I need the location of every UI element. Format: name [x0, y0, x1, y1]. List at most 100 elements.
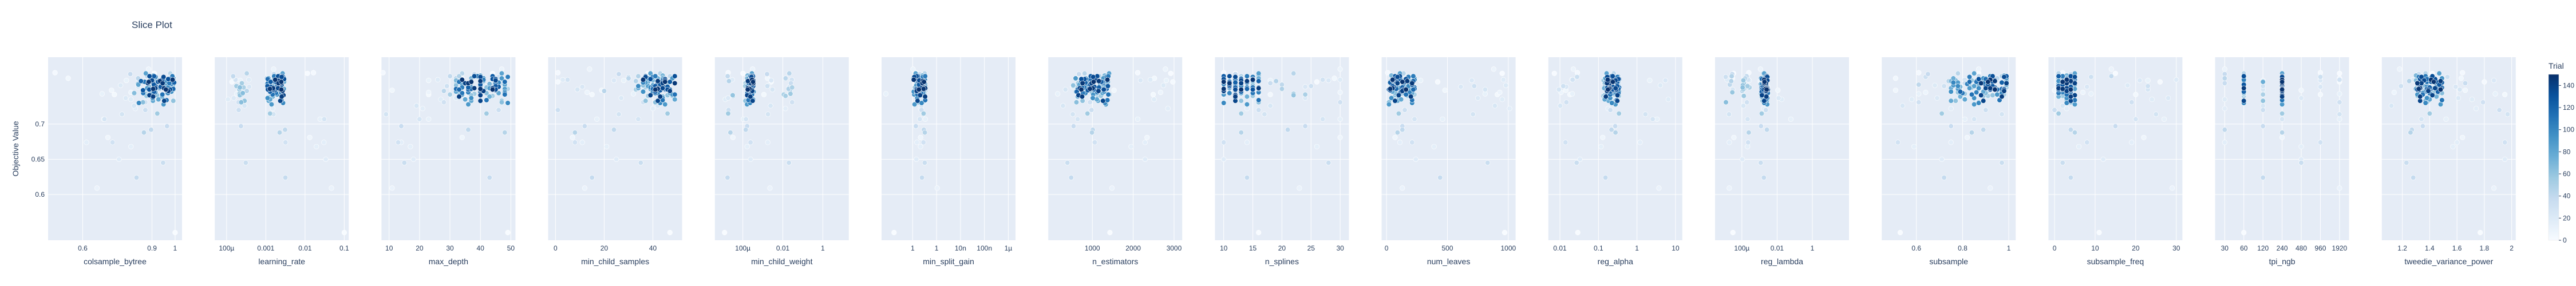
- data-point[interactable]: [1662, 78, 1668, 84]
- data-point[interactable]: [626, 76, 631, 81]
- data-point[interactable]: [1390, 77, 1396, 82]
- data-point[interactable]: [2112, 70, 2118, 76]
- data-point[interactable]: [1934, 95, 1940, 101]
- data-point[interactable]: [769, 87, 775, 93]
- data-point[interactable]: [231, 95, 236, 101]
- data-point[interactable]: [141, 130, 147, 136]
- data-point[interactable]: [910, 66, 916, 72]
- data-point[interactable]: [2157, 79, 2163, 85]
- data-point[interactable]: [768, 103, 773, 109]
- data-point[interactable]: [1267, 92, 1273, 97]
- data-point[interactable]: [444, 83, 450, 89]
- data-point[interactable]: [2491, 78, 2497, 84]
- data-point[interactable]: [243, 160, 248, 166]
- data-point[interactable]: [2337, 100, 2342, 105]
- data-point[interactable]: [1091, 79, 1096, 85]
- data-point[interactable]: [145, 66, 152, 72]
- data-point[interactable]: [2443, 116, 2449, 122]
- data-point[interactable]: [2056, 73, 2061, 79]
- data-point[interactable]: [2076, 144, 2082, 149]
- data-point[interactable]: [2174, 77, 2179, 82]
- data-point[interactable]: [1232, 94, 1238, 100]
- data-point[interactable]: [94, 185, 100, 191]
- data-point[interactable]: [1613, 85, 1618, 91]
- data-point[interactable]: [633, 78, 639, 84]
- data-point[interactable]: [2455, 95, 2462, 101]
- data-point[interactable]: [2388, 103, 2395, 109]
- data-point[interactable]: [465, 101, 471, 108]
- data-point[interactable]: [1238, 87, 1244, 93]
- data-point[interactable]: [1759, 92, 1765, 98]
- data-point[interactable]: [1232, 74, 1238, 80]
- data-point[interactable]: [314, 144, 319, 149]
- data-point[interactable]: [459, 134, 465, 140]
- data-point[interactable]: [2398, 83, 2404, 89]
- data-point[interactable]: [1256, 85, 1262, 91]
- data-point[interactable]: [2241, 85, 2247, 91]
- data-point[interactable]: [1074, 116, 1081, 122]
- data-point[interactable]: [2408, 130, 2413, 136]
- data-point[interactable]: [477, 92, 483, 98]
- data-point[interactable]: [268, 101, 275, 108]
- data-point[interactable]: [2458, 76, 2464, 81]
- data-point[interactable]: [1574, 74, 1580, 80]
- data-point[interactable]: [934, 185, 940, 191]
- data-point[interactable]: [728, 130, 733, 136]
- data-point[interactable]: [2425, 88, 2431, 94]
- data-point[interactable]: [161, 98, 167, 104]
- data-point[interactable]: [2337, 185, 2342, 191]
- data-point[interactable]: [1337, 134, 1343, 140]
- data-point[interactable]: [1291, 92, 1297, 98]
- data-point[interactable]: [1764, 127, 1770, 133]
- data-point[interactable]: [2141, 134, 2147, 140]
- data-point[interactable]: [1165, 106, 1171, 112]
- data-point[interactable]: [1096, 88, 1101, 94]
- data-point[interactable]: [2337, 112, 2342, 117]
- data-point[interactable]: [128, 97, 134, 102]
- data-point[interactable]: [1499, 97, 1505, 102]
- data-point[interactable]: [919, 174, 925, 181]
- data-point[interactable]: [1741, 103, 1747, 109]
- data-point[interactable]: [745, 87, 750, 93]
- data-point[interactable]: [447, 92, 453, 97]
- data-point[interactable]: [2153, 112, 2159, 117]
- data-point[interactable]: [2444, 74, 2451, 80]
- data-point[interactable]: [456, 94, 462, 100]
- data-point[interactable]: [2129, 140, 2135, 145]
- data-point[interactable]: [1244, 101, 1250, 108]
- data-point[interactable]: [2080, 89, 2086, 96]
- data-point[interactable]: [109, 88, 114, 93]
- data-point[interactable]: [743, 127, 749, 133]
- data-point[interactable]: [2419, 116, 2424, 122]
- data-point[interactable]: [417, 116, 422, 122]
- data-point[interactable]: [1948, 140, 1954, 145]
- data-point[interactable]: [1402, 107, 1408, 113]
- data-point[interactable]: [2072, 74, 2078, 80]
- data-point[interactable]: [1458, 84, 1464, 90]
- data-point[interactable]: [891, 229, 897, 236]
- data-point[interactable]: [883, 91, 889, 97]
- data-point[interactable]: [922, 116, 928, 122]
- data-point[interactable]: [922, 130, 928, 136]
- data-point[interactable]: [272, 77, 278, 82]
- data-point[interactable]: [750, 98, 756, 104]
- data-point[interactable]: [487, 174, 492, 181]
- data-point[interactable]: [1764, 94, 1769, 100]
- data-point[interactable]: [1076, 71, 1082, 77]
- data-point[interactable]: [112, 92, 117, 97]
- data-point[interactable]: [2060, 103, 2065, 109]
- data-point[interactable]: [2241, 229, 2247, 236]
- data-point[interactable]: [1105, 92, 1111, 97]
- data-point[interactable]: [1570, 91, 1575, 97]
- data-point[interactable]: [1089, 107, 1095, 113]
- data-point[interactable]: [131, 103, 137, 109]
- data-point[interactable]: [1267, 80, 1273, 86]
- data-point[interactable]: [1788, 116, 1793, 122]
- data-point[interactable]: [1105, 83, 1111, 89]
- data-point[interactable]: [447, 73, 453, 79]
- data-point[interactable]: [1999, 112, 2005, 117]
- data-point[interactable]: [789, 100, 795, 105]
- data-point[interactable]: [105, 134, 111, 140]
- data-point[interactable]: [618, 95, 624, 101]
- data-point[interactable]: [161, 74, 167, 80]
